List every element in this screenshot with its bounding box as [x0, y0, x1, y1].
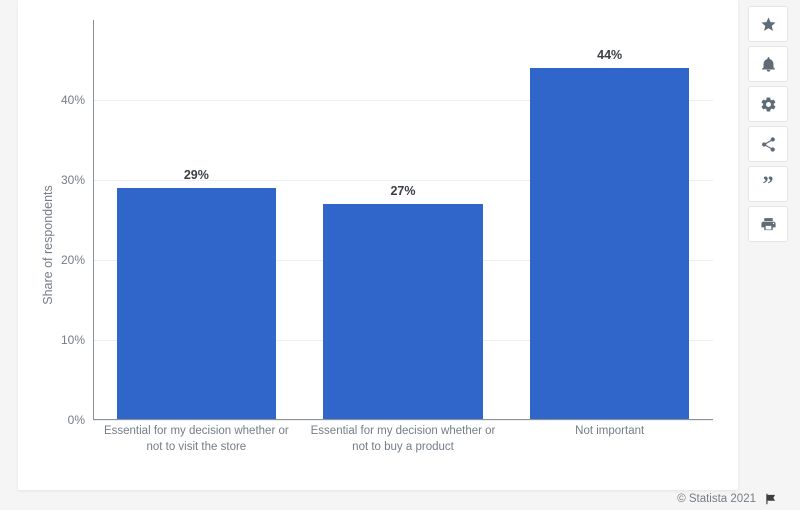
share-icon [760, 136, 777, 153]
x-ticks: Essential for my decision whether or not… [93, 424, 713, 455]
share-button[interactable] [748, 126, 788, 162]
x-tick-label: Not important [506, 424, 713, 455]
cite-button[interactable]: ” [748, 166, 788, 202]
print-icon [760, 216, 777, 233]
bar-slot: 27% [300, 20, 507, 420]
bar-slot: 44% [506, 20, 713, 420]
sidebar-toolbar: ” [748, 6, 788, 242]
bar[interactable]: 44% [530, 68, 689, 420]
attribution: © Statista 2021 [677, 492, 778, 506]
gridline [93, 420, 713, 421]
chart-card: Share of respondents 29% 27% 44% 0% 10% 20% 3… [18, 0, 738, 490]
favorite-button[interactable] [748, 6, 788, 42]
y-axis-label: Share of respondents [41, 185, 55, 305]
settings-button[interactable] [748, 86, 788, 122]
bar[interactable]: 29% [117, 188, 276, 420]
star-icon [760, 16, 777, 33]
bell-icon [760, 56, 777, 73]
y-tick-label: 30% [61, 173, 85, 187]
print-button[interactable] [748, 206, 788, 242]
quote-icon: ” [763, 177, 774, 190]
bar-value-label: 44% [597, 48, 622, 68]
x-tick-label: Essential for my decision whether or not… [93, 424, 300, 455]
bar-value-label: 29% [184, 168, 209, 188]
y-tick-label: 10% [61, 333, 85, 347]
y-tick-label: 0% [68, 413, 85, 427]
flag-icon[interactable] [764, 492, 778, 506]
plot-area: 29%27%44% 0%10%20%30%40% [93, 20, 713, 420]
notify-button[interactable] [748, 46, 788, 82]
y-axis-line [93, 20, 94, 420]
x-tick-label: Essential for my decision whether or not… [300, 424, 507, 455]
y-tick-label: 20% [61, 253, 85, 267]
bars-container: 29% 27% 44% [93, 20, 713, 420]
gear-icon [760, 96, 777, 113]
attribution-text: © Statista 2021 [677, 493, 756, 505]
bar-slot: 29% [93, 20, 300, 420]
bar-value-label: 27% [390, 184, 415, 204]
bar[interactable]: 27% [323, 204, 482, 420]
x-axis-line [93, 419, 713, 420]
y-tick-label: 40% [61, 93, 85, 107]
